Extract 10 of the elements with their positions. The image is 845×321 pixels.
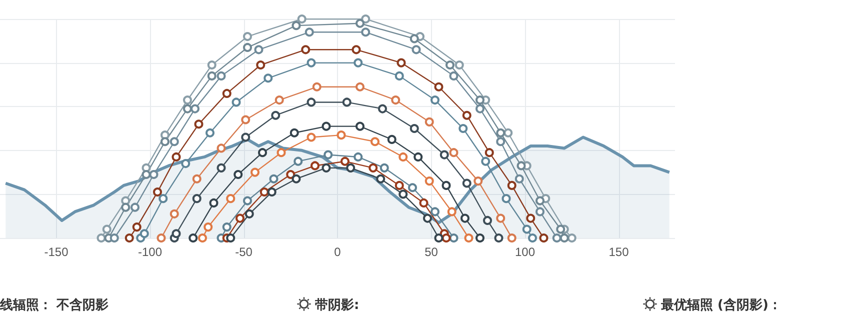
text: 最优辐照 (含阴影)： bbox=[661, 297, 782, 314]
text: 线辐照： 不含阴影 bbox=[0, 297, 109, 314]
x-tick-label: 0 bbox=[334, 245, 342, 259]
x-tick-label: -100 bbox=[138, 245, 162, 259]
x-tick-label: 150 bbox=[608, 245, 630, 259]
x-tick-label: 50 bbox=[424, 245, 438, 259]
x-tick-label: -50 bbox=[235, 245, 253, 259]
x-tick-label: 100 bbox=[514, 245, 536, 259]
text: 带阴影: bbox=[315, 297, 360, 314]
x-tick-label: -150 bbox=[44, 245, 69, 259]
